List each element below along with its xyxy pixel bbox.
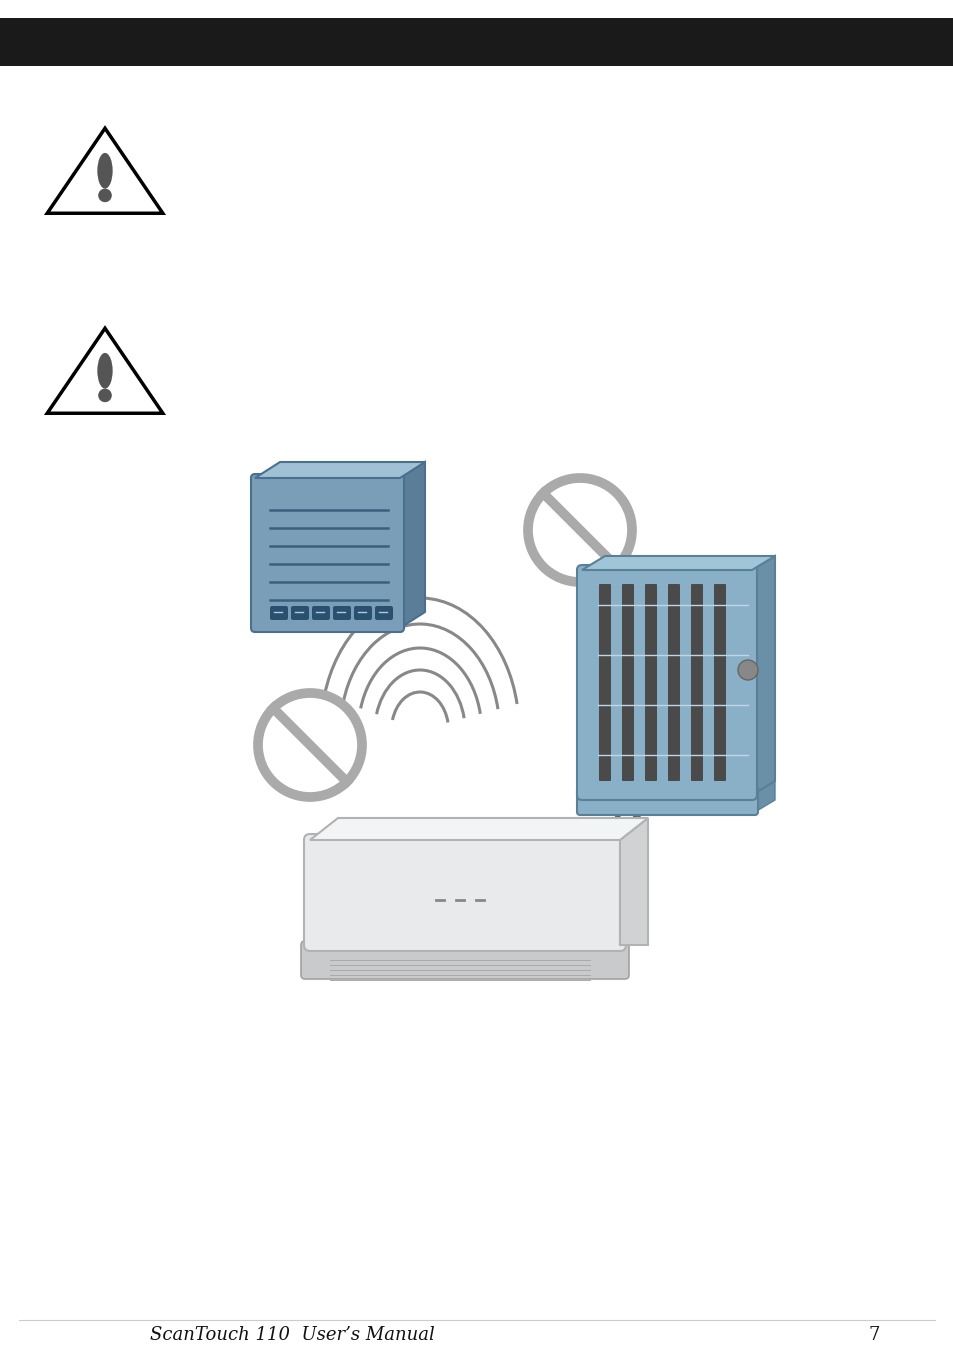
FancyBboxPatch shape [667,584,679,780]
FancyBboxPatch shape [251,474,403,631]
Ellipse shape [97,352,112,389]
Text: 2. Before Operating the Scanner: 2. Before Operating the Scanner [376,30,805,54]
Text: ScanTouch 110  User’s Manual: ScanTouch 110 User’s Manual [150,1327,435,1344]
FancyBboxPatch shape [291,606,309,621]
Polygon shape [399,462,424,627]
Polygon shape [754,778,774,812]
FancyBboxPatch shape [598,584,610,780]
Polygon shape [581,556,774,570]
Polygon shape [751,556,774,795]
FancyBboxPatch shape [312,606,330,621]
FancyBboxPatch shape [270,606,288,621]
FancyBboxPatch shape [354,606,372,621]
Polygon shape [310,818,647,840]
FancyBboxPatch shape [0,18,953,66]
FancyBboxPatch shape [690,584,702,780]
FancyBboxPatch shape [577,565,757,799]
FancyBboxPatch shape [304,833,625,951]
FancyBboxPatch shape [644,584,657,780]
Circle shape [98,389,112,402]
FancyBboxPatch shape [333,606,351,621]
Circle shape [738,660,758,680]
FancyBboxPatch shape [375,606,393,621]
Polygon shape [619,818,647,944]
FancyBboxPatch shape [301,940,628,980]
FancyBboxPatch shape [621,584,634,780]
Circle shape [98,188,112,202]
Ellipse shape [97,153,112,188]
Text: 7: 7 [868,1327,879,1344]
Polygon shape [254,462,424,478]
FancyBboxPatch shape [577,787,758,814]
FancyBboxPatch shape [713,584,725,780]
